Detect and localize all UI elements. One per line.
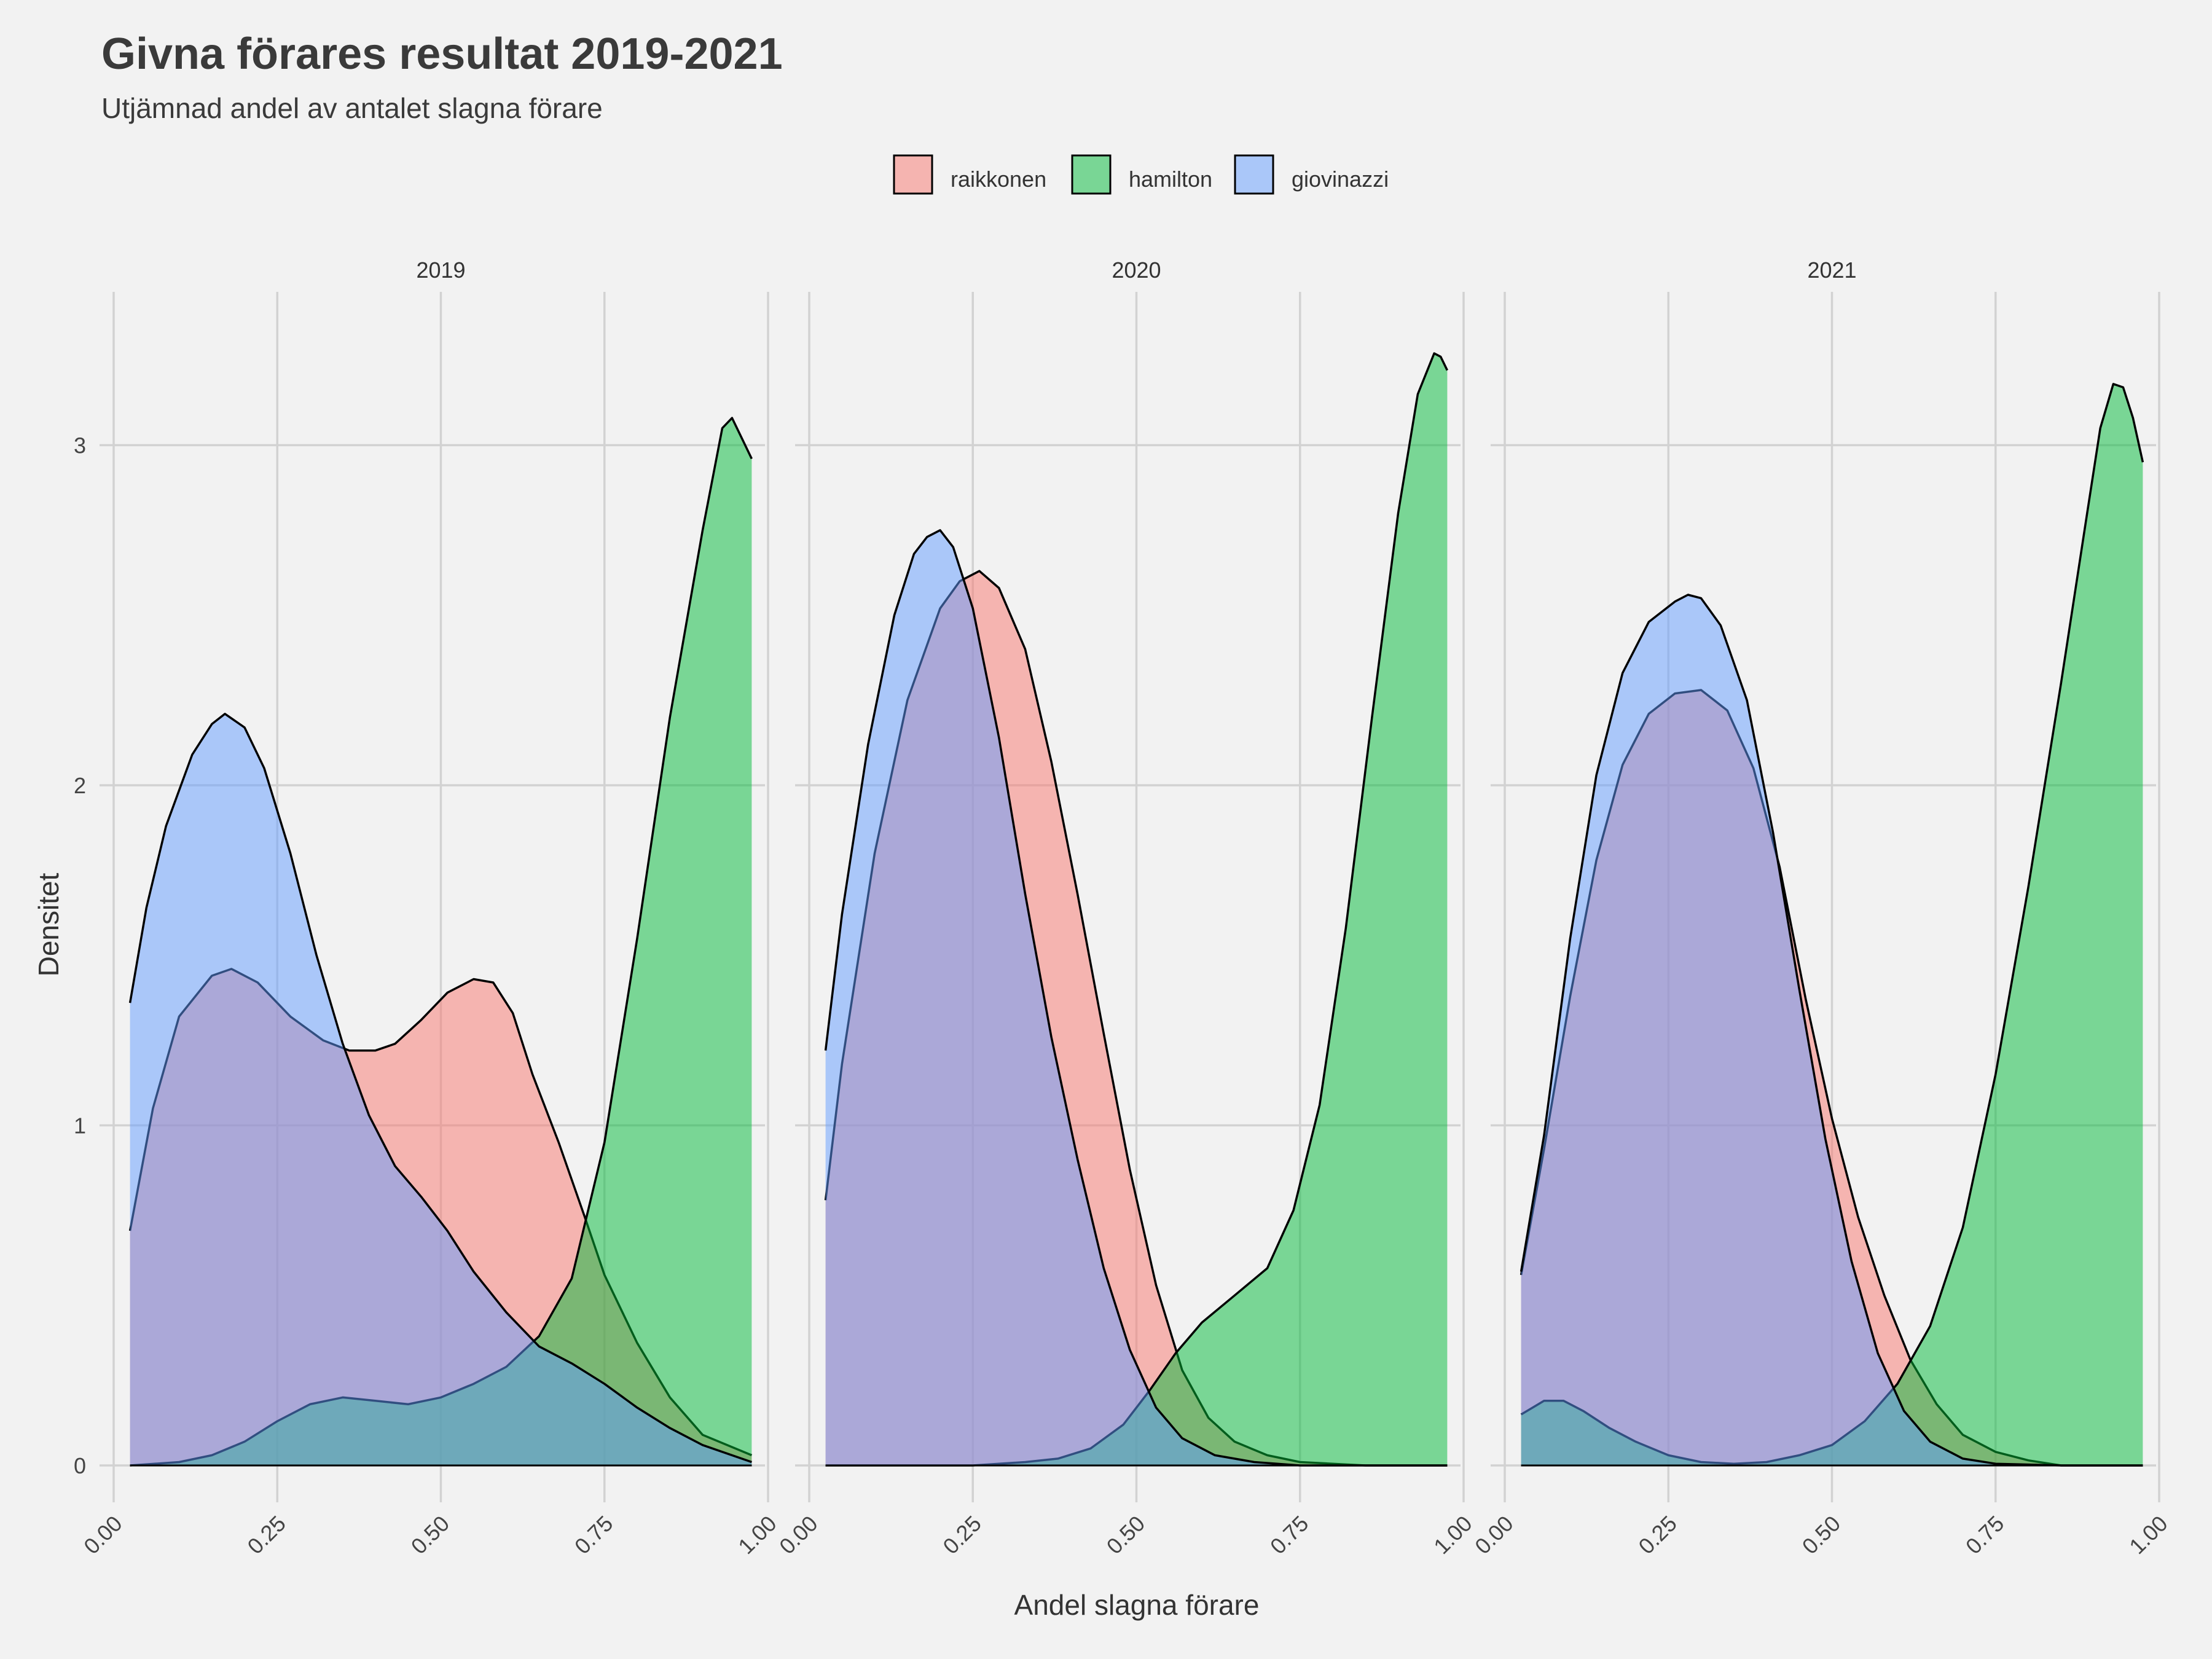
density-area-giovinazzi (1521, 595, 2143, 1465)
density-area-hamilton (1521, 383, 2143, 1465)
legend-item-hamilton: hamilton (1071, 154, 1212, 195)
legend: raikkonen hamilton giovinazzi (893, 154, 1389, 195)
legend-label-hamilton: hamilton (1129, 167, 1212, 192)
density-area-giovinazzi (130, 713, 752, 1465)
x-tick-label: 0.75 (570, 1511, 618, 1559)
x-tick-label: 1.00 (1429, 1511, 1477, 1559)
x-tick-label: 0.00 (774, 1511, 823, 1559)
y-tick-label: 2 (74, 773, 86, 798)
x-tick-label: 0.75 (1961, 1511, 2009, 1559)
legend-key-raikkonen (893, 154, 933, 195)
y-tick-label: 3 (74, 433, 86, 458)
panel-2020: 2020 0.00 0.25 0.50 0.75 1.00 (774, 257, 1477, 1559)
panel-strip-label: 2019 (416, 257, 465, 283)
panel-2021: 2021 0.00 0.25 0.50 0.75 1.00 (1470, 257, 2173, 1559)
x-tick-label: 0.50 (406, 1511, 455, 1559)
x-tick-label: 0.25 (242, 1511, 291, 1559)
density-line-giovinazzi (824, 529, 1448, 1467)
y-tick-label: 1 (74, 1113, 86, 1139)
legend-item-giovinazzi: giovinazzi (1234, 154, 1389, 195)
x-tick-label: 0.50 (1102, 1511, 1150, 1559)
x-tick-label: 0.00 (1470, 1511, 1518, 1559)
panel-strip-label: 2021 (1807, 257, 1856, 283)
chart-subtitle: Utjämnad andel av antalet slagna förare (101, 92, 603, 124)
density-area-giovinazzi (825, 530, 1448, 1465)
x-tick-label: 0.25 (1633, 1511, 1682, 1559)
legend-item-raikkonen: raikkonen (893, 154, 1046, 195)
density-area-hamilton (825, 353, 1448, 1465)
density-area-hamilton (130, 418, 752, 1466)
y-axis-title: Densitet (33, 873, 65, 976)
facet-panels: 2019 0.00 0.25 0.50 0.75 1.00 0 1 2 3 2020 0.00 0.25… (74, 257, 2173, 1559)
x-axis-title: Andel slagna förare (1014, 1589, 1260, 1621)
x-tick-label: 0.25 (938, 1511, 986, 1559)
legend-key-giovinazzi (1234, 154, 1274, 195)
density-line-giovinazzi (1520, 594, 2143, 1467)
chart-title: Givna förares resultat 2019-2021 (101, 29, 783, 79)
density-line-giovinazzi (128, 713, 752, 1464)
legend-label-raikkonen: raikkonen (951, 167, 1046, 192)
legend-key-hamilton (1071, 154, 1112, 195)
x-tick-label: 0.50 (1797, 1511, 1846, 1559)
legend-label-giovinazzi: giovinazzi (1292, 167, 1389, 192)
x-tick-label: 1.00 (2124, 1511, 2173, 1559)
x-tick-label: 0.75 (1265, 1511, 1314, 1559)
panel-strip-label: 2020 (1112, 257, 1161, 283)
x-tick-label: 1.00 (733, 1511, 782, 1559)
y-tick-label: 0 (74, 1453, 86, 1478)
panel-2019: 2019 0.00 0.25 0.50 0.75 1.00 0 1 2 3 (74, 257, 782, 1559)
x-tick-label: 0.00 (79, 1511, 127, 1559)
